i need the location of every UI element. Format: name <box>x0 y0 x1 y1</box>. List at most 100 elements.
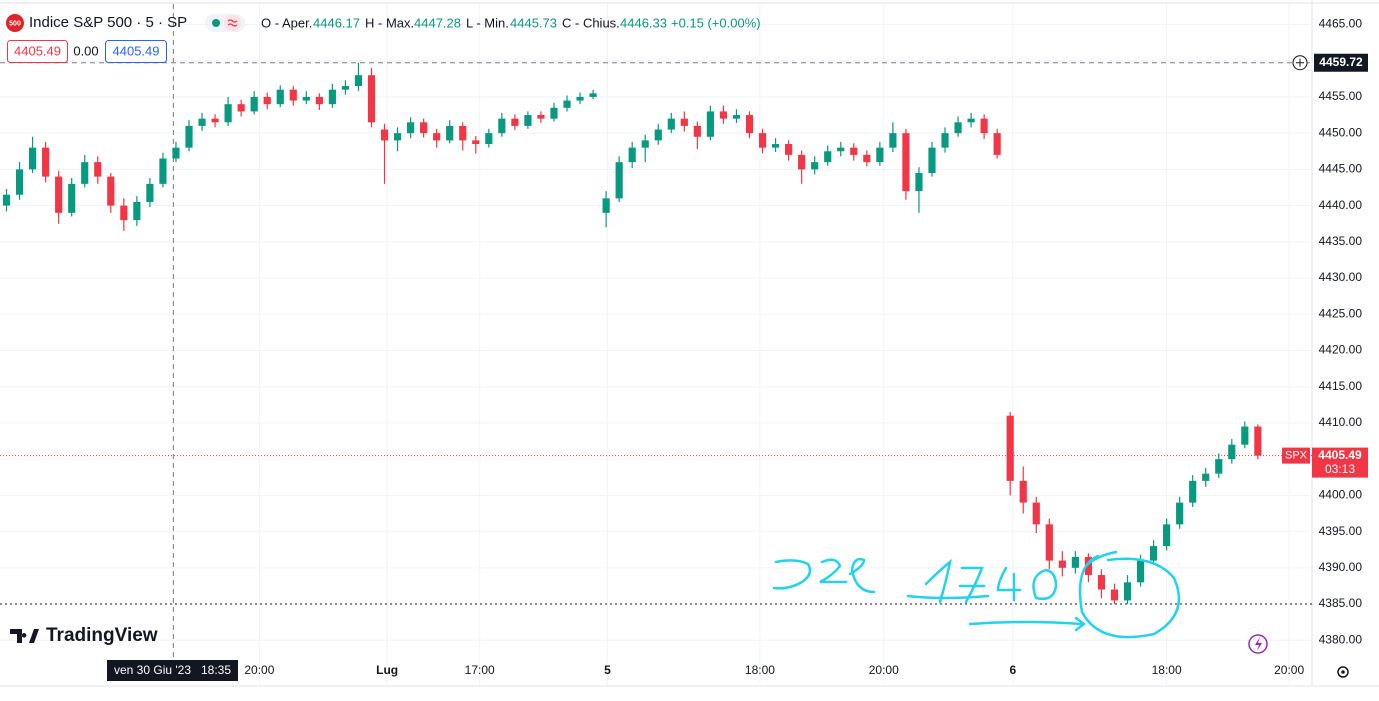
candle-body <box>1176 502 1184 525</box>
candle-body <box>758 133 767 148</box>
crosshair-price-box <box>1314 53 1368 72</box>
status-dot <box>212 19 220 27</box>
candle-body <box>29 147 37 170</box>
chart-title: Indice S&P 500 · 5 · SP <box>29 14 187 31</box>
scribble-stroke <box>1032 568 1058 600</box>
y-tick-label: 4445.00 <box>1319 162 1363 176</box>
candle-body <box>850 147 858 155</box>
candle-body <box>133 201 141 221</box>
candle-body <box>680 118 688 126</box>
candle-body <box>1123 582 1132 601</box>
candle-body <box>1097 575 1106 590</box>
symbol-icon-text: 500 <box>9 20 21 27</box>
candle-body <box>732 115 741 119</box>
candle-body <box>719 111 728 119</box>
countdown: 03:13 <box>1325 462 1355 476</box>
settings-icon-center <box>1341 670 1345 674</box>
ohlc-value: 4446.17 <box>313 15 360 30</box>
candle-body <box>706 111 714 137</box>
buy-box[interactable] <box>105 40 167 63</box>
y-tick-label: 4435.00 <box>1319 234 1363 248</box>
candle-body <box>667 118 675 130</box>
symbol-box <box>1282 447 1310 464</box>
ohlc-label: C - Chius. <box>562 15 620 30</box>
candle-body <box>159 158 167 184</box>
candle-body <box>628 147 636 163</box>
x-tick-label: Lug <box>376 663 398 677</box>
x-tick-label: 17:00 <box>465 663 495 677</box>
candle-body <box>302 96 310 101</box>
sell-box[interactable] <box>7 40 68 63</box>
candle-body <box>1241 426 1249 445</box>
candle-body <box>407 122 415 134</box>
candle-body <box>185 125 193 148</box>
candle-body <box>563 100 571 108</box>
y-tick-label: 4395.00 <box>1319 524 1363 538</box>
sell-price: 4405.49 <box>14 43 61 58</box>
candle-body <box>81 162 89 184</box>
ohlc-change: +0.15 (+0.00%) <box>671 15 761 30</box>
y-tick-label: 4455.00 <box>1319 89 1363 103</box>
candle-body <box>654 129 662 141</box>
ohlc-label: L - Min. <box>466 15 509 30</box>
candle-body <box>550 107 558 119</box>
candle-body <box>824 151 832 163</box>
candle-body <box>837 147 845 152</box>
y-tick-label: 4425.00 <box>1319 306 1363 320</box>
candle-body <box>771 144 780 148</box>
candle-body <box>967 118 975 123</box>
candle-body <box>511 118 519 126</box>
candle-body <box>263 96 271 105</box>
candle-body <box>902 133 910 192</box>
candle-body <box>211 118 219 123</box>
crosshair-date: ven 30 Giu '23 <box>114 663 191 677</box>
candle-body <box>1228 444 1236 460</box>
candle-body <box>341 86 350 90</box>
x-tick-label: 18:00 <box>1152 663 1182 677</box>
last-price-box <box>1312 447 1368 478</box>
candle-body <box>745 115 754 134</box>
x-tick-label: 20:00 <box>869 663 899 677</box>
ohlc-label: H - Max. <box>365 15 414 30</box>
y-tick-label: 4415.00 <box>1319 379 1363 393</box>
candle-body <box>276 89 284 105</box>
settings-icon[interactable] <box>1337 666 1349 678</box>
y-tick-label: 4420.00 <box>1319 343 1363 357</box>
candle-body <box>954 122 962 134</box>
scribble-stroke <box>1078 550 1181 639</box>
candle-body <box>1189 480 1197 503</box>
candle-body <box>224 104 232 123</box>
candle-body <box>589 93 597 97</box>
ohlc-value: 4446.33 <box>620 15 667 30</box>
candle-body <box>1110 589 1119 601</box>
candle-body <box>107 176 115 206</box>
x-tick-label: 20:00 <box>1274 663 1304 677</box>
alert-bolt <box>1255 637 1262 651</box>
candle-body <box>537 115 545 119</box>
y-tick-label: 4390.00 <box>1319 560 1363 574</box>
candle-body <box>1254 426 1262 456</box>
candle-body <box>980 118 988 134</box>
last-symbol: SPX <box>1285 450 1308 462</box>
candle-body <box>524 115 532 126</box>
logo-text: TradingView <box>46 625 158 646</box>
y-tick-label: 4450.00 <box>1319 125 1363 139</box>
x-tick-label: 6 <box>1009 663 1016 677</box>
status-icon <box>227 19 238 27</box>
candle-body <box>1058 560 1066 568</box>
candle-body <box>915 173 923 192</box>
last-price-label: 4405.49 <box>1318 448 1362 462</box>
y-tick-label: 4430.00 <box>1319 270 1363 284</box>
candle-body <box>1149 546 1158 561</box>
candle-body <box>2 194 11 206</box>
candle-body <box>1136 560 1145 583</box>
y-tick-label: 4400.00 <box>1319 488 1363 502</box>
candle-body <box>393 133 402 141</box>
buy-price: 4405.49 <box>113 43 160 58</box>
candle-body <box>615 162 623 199</box>
candle-body <box>68 183 76 213</box>
candle-body <box>1084 556 1092 576</box>
alert-icon[interactable] <box>1248 634 1268 654</box>
y-tick-label: 4385.00 <box>1319 596 1363 610</box>
